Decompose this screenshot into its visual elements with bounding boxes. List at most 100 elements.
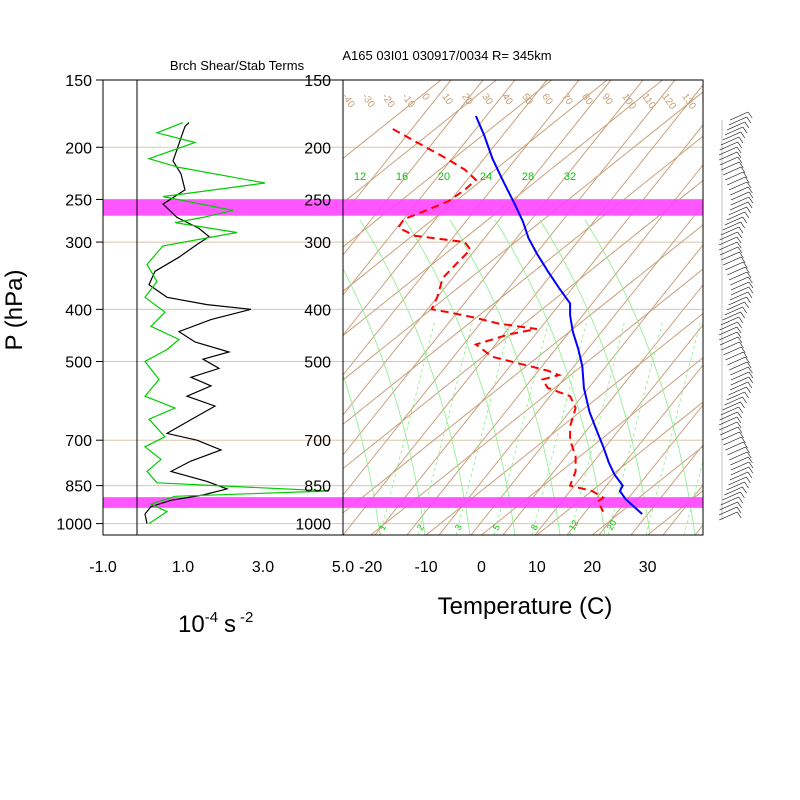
- wind-barb: [728, 271, 748, 281]
- wind-barb: [719, 511, 738, 521]
- wind-barb-flag: [744, 176, 750, 184]
- right-highlight-bands: [343, 199, 703, 508]
- y-tick-label: 500: [65, 355, 92, 372]
- wind-barb-flag: [740, 311, 745, 319]
- dry-adiabat-line: [374, 124, 703, 535]
- y-tick-label: 250: [65, 192, 92, 209]
- wind-barb-flag: [748, 366, 753, 374]
- y-tick-label: 400: [304, 302, 331, 319]
- x-tick-label: 30: [639, 559, 657, 576]
- highlight-band: [343, 199, 703, 216]
- wind-barb-flag: [746, 296, 751, 304]
- dry-adiabat-line: [791, 0, 800, 535]
- wind-barb-flag: [748, 371, 754, 379]
- wind-barb: [723, 346, 742, 356]
- wind-barb-flag: [746, 476, 751, 484]
- skewt-panel: -40 -30 -20 -10 0 10 20 30 40 50 60 70 80 90 100 110 120…: [295, 0, 800, 620]
- wind-barb-flag: [742, 171, 748, 179]
- dry-adiabat-line: [727, 0, 800, 535]
- x-tick-label: 3.0: [252, 559, 274, 576]
- wind-barb-flag: [742, 126, 748, 134]
- wind-barb: [728, 476, 747, 486]
- wind-barb: [719, 411, 738, 421]
- wind-barb-flag: [736, 151, 742, 159]
- wind-barb: [722, 491, 741, 501]
- wind-barb-flag: [739, 341, 744, 349]
- wind-barb: [729, 291, 749, 301]
- x-tick-label: 10: [528, 559, 546, 576]
- wind-barb-flag: [737, 231, 742, 239]
- wind-barb-flag: [740, 401, 745, 409]
- wind-barb: [721, 431, 740, 441]
- wind-barb: [724, 126, 743, 136]
- wind-barb: [719, 336, 739, 346]
- wind-barb: [718, 236, 738, 246]
- wind-barb: [719, 156, 739, 166]
- wind-barb: [724, 486, 743, 496]
- x-axis-units-label: 10-4 s -2: [178, 609, 253, 638]
- mixing-ratio-label: 12: [567, 518, 581, 532]
- units-unit: s: [224, 611, 236, 638]
- theta-e-label: 24: [480, 171, 492, 183]
- wind-barb: [730, 286, 749, 296]
- wind-barb: [718, 506, 738, 516]
- wind-barb-flag: [739, 161, 744, 169]
- wind-barb: [728, 206, 747, 216]
- wind-barb-flag: [746, 181, 752, 189]
- wind-barb: [730, 196, 749, 206]
- wind-barb: [721, 161, 740, 171]
- dewpoint-profile-line: [392, 128, 606, 513]
- left-y-ticks: 150 200 250 300 400 500 700 850 1000: [56, 73, 103, 534]
- y-tick-label: 400: [65, 302, 92, 319]
- moist-adiabat-line: [343, 373, 381, 535]
- dry-adiabat-line: [343, 80, 580, 376]
- skewt-grid-labels: -40 -30 -20 -10 0 10 20 30 40 50 60 70 80 90 100 110 120…: [343, 92, 703, 532]
- wind-barb: [725, 351, 744, 361]
- y-tick-label: 200: [65, 140, 92, 157]
- moist-adiabat-line: [449, 219, 561, 535]
- wind-barb: [721, 341, 740, 351]
- wind-barb-flag: [740, 221, 745, 229]
- wind-barb-flag: [747, 201, 753, 209]
- wind-barb: [730, 376, 749, 386]
- y-tick-label: 200: [304, 140, 331, 157]
- wind-barb: [723, 436, 742, 446]
- wind-barb-flag: [738, 316, 744, 324]
- wind-barb-flag: [744, 301, 749, 309]
- wind-barb: [730, 366, 749, 376]
- wind-barb: [727, 356, 746, 366]
- wind-barb: [724, 216, 743, 226]
- wind-barb-flag: [746, 451, 752, 459]
- wind-barb-flag: [740, 256, 746, 264]
- wind-barb: [719, 426, 739, 436]
- wind-barb-flag: [738, 226, 744, 234]
- theta-e-label: 20: [438, 171, 450, 183]
- wind-barb-flag: [742, 306, 747, 314]
- wind-barb-flag: [748, 466, 754, 474]
- dry-adiabat-line: [694, 524, 703, 535]
- wind-barb-flag: [736, 146, 742, 154]
- y-tick-label: 850: [304, 479, 331, 496]
- y-axis-label: P (hPa): [1, 270, 28, 351]
- wind-barb-flag: [737, 141, 742, 149]
- wind-barb: [726, 211, 745, 221]
- wind-barb: [719, 241, 738, 251]
- dry-adiabat-line: [343, 80, 484, 256]
- wind-barb: [730, 281, 750, 291]
- wind-barb-flag: [736, 326, 742, 334]
- wind-barb: [720, 496, 739, 506]
- dry-adiabat-line: [343, 84, 703, 535]
- wind-barb: [720, 316, 739, 326]
- wind-barb: [729, 361, 748, 371]
- moist-adiabat-line: [584, 219, 696, 535]
- isotherm-line: [370, 268, 703, 535]
- isotherm-line: [702, 534, 703, 535]
- mixing-ratio-label: 8: [529, 523, 540, 532]
- wind-barb-flag: [736, 241, 742, 249]
- wind-barb: [725, 261, 744, 271]
- left-series: [143, 122, 330, 525]
- x-tick-label: 20: [583, 559, 601, 576]
- dry-adiabat-line: [470, 244, 703, 535]
- wind-barb-flag: [737, 321, 742, 329]
